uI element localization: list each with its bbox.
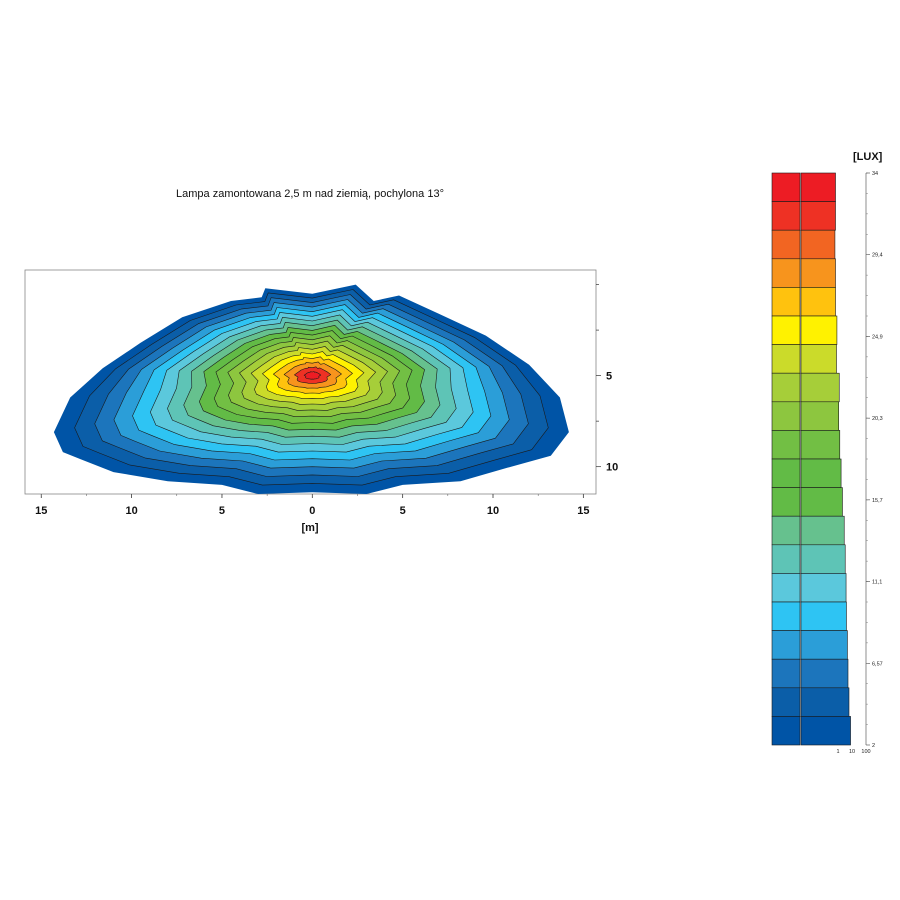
color-scale-band	[771, 573, 801, 603]
color-scale	[771, 172, 851, 746]
x-tick-label: 10	[125, 505, 137, 517]
color-scale-tick-label: 15,7	[872, 498, 883, 504]
histogram-bar	[800, 544, 846, 574]
color-scale-band	[771, 258, 801, 288]
y-tick-label: 5	[606, 371, 612, 383]
x-tick-label: 10	[487, 505, 499, 517]
color-scale-tick-label: 29,4	[872, 253, 883, 259]
color-scale-tick-label: 24,9	[872, 334, 883, 340]
histogram-bar	[800, 515, 845, 546]
histogram-bar	[800, 658, 849, 689]
x-tick-label: 5	[219, 505, 225, 517]
color-scale-tick-label: 34	[872, 171, 878, 177]
histogram-bar	[800, 201, 836, 231]
histogram-bar	[800, 344, 837, 374]
color-scale-band	[771, 658, 801, 689]
chart-title: Lampa zamontowana 2,5 m nad ziemią, poch…	[176, 188, 444, 200]
histogram-bar	[800, 372, 840, 403]
color-scale-unit: [LUX]	[853, 151, 883, 163]
color-scale-band	[771, 287, 801, 317]
color-scale-tick-label: 20,3	[872, 416, 883, 422]
color-scale-band	[771, 515, 801, 546]
x-tick-label: 15	[577, 505, 589, 517]
color-scale-tick-label: 6,57	[872, 661, 883, 667]
illuminance-contours	[53, 284, 569, 494]
color-scale-band	[771, 344, 801, 374]
x-tick-label: 15	[35, 505, 47, 517]
histogram-bar	[800, 573, 847, 603]
color-scale-band	[771, 458, 801, 488]
histogram-bar	[800, 487, 843, 517]
color-scale-band	[771, 229, 801, 260]
histogram-bar	[800, 287, 836, 317]
color-scale-band	[771, 401, 801, 431]
color-scale-band	[771, 687, 801, 717]
x-tick-label: 5	[400, 505, 406, 517]
color-scale-tick-label: 11,1	[872, 580, 882, 586]
color-scale-band	[771, 430, 801, 460]
color-scale-band	[771, 372, 801, 403]
y-axis: 5 10	[596, 284, 618, 474]
histogram-axis-label: 10	[849, 749, 855, 755]
y-tick-label: 10	[606, 462, 618, 474]
histogram-bar	[800, 172, 836, 202]
color-scale-band	[771, 487, 801, 517]
x-tick-label: 0	[309, 505, 315, 517]
x-axis: 15 10 5 0 5 10 15	[35, 494, 589, 517]
histogram-bar	[800, 458, 842, 488]
color-scale-band	[771, 172, 801, 202]
color-scale-histogram-axis: 1 10 100	[836, 749, 870, 755]
histogram-axis-label: 100	[861, 749, 870, 755]
color-scale-band	[771, 544, 801, 574]
color-scale-band	[771, 716, 801, 746]
histogram-bar	[800, 630, 848, 660]
color-scale-band	[771, 601, 801, 631]
color-scale-band	[771, 630, 801, 660]
color-scale-tick-label: 2	[872, 743, 875, 749]
color-scale-band	[771, 315, 801, 345]
histogram-bar	[800, 258, 836, 288]
x-axis-unit: [m]	[301, 522, 318, 534]
histogram-bar	[800, 601, 847, 631]
histogram-bar	[800, 229, 836, 260]
histogram-bar	[800, 401, 839, 431]
histogram-bar	[800, 315, 838, 345]
histogram-bar	[800, 716, 851, 746]
histogram-bar	[800, 687, 850, 717]
color-scale-axis: 34 29,4 24,9 20,3 15,7 11,1 6,57 2	[865, 171, 883, 749]
histogram-bar	[800, 430, 841, 460]
histogram-axis-label: 1	[836, 749, 839, 755]
color-scale-band	[771, 201, 801, 231]
isolux-band	[303, 371, 322, 380]
